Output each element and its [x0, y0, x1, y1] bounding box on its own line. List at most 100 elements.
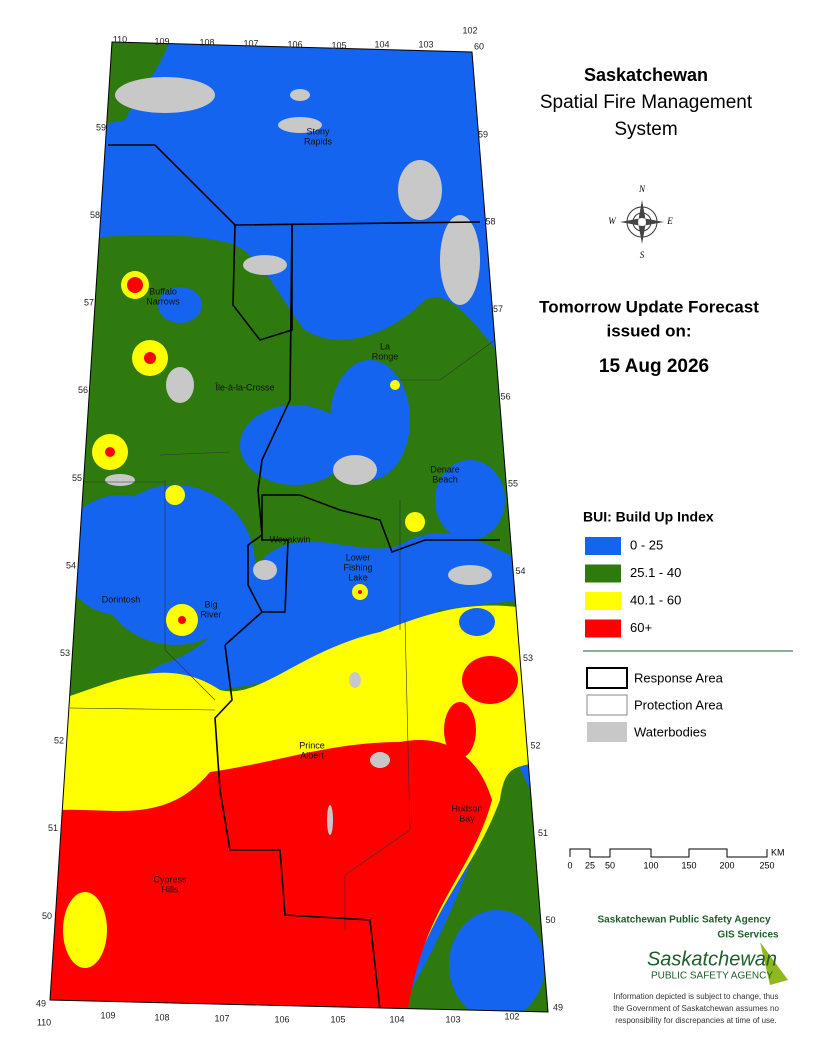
- waterbody: [105, 474, 135, 486]
- longitude-label: 103: [445, 1014, 460, 1024]
- longitude-label: 104: [374, 39, 389, 49]
- fire-map: [50, 42, 548, 1012]
- protection-boundary: [164, 480, 216, 701]
- longitude-label: 109: [100, 1010, 115, 1020]
- legend-label: Waterbodies: [634, 724, 707, 739]
- longitude-label: 108: [199, 37, 214, 47]
- waterbody: [243, 255, 287, 275]
- longitude-label: 102: [504, 1011, 519, 1021]
- place-name: Beach: [432, 474, 458, 484]
- logo-sub: PUBLIC SAFETY AGENCY: [651, 971, 773, 982]
- compass: [620, 200, 664, 244]
- place-name: Weyakwin: [270, 534, 311, 544]
- place-name: Hills: [162, 884, 179, 894]
- zone-high: [63, 892, 107, 968]
- waterbody: [370, 752, 390, 768]
- compass-letter: S: [640, 250, 645, 260]
- scale-label: 100: [643, 860, 658, 870]
- place-name: Hudson: [451, 803, 482, 813]
- scale-label: 50: [605, 860, 615, 870]
- place-name: Prince: [299, 740, 325, 750]
- longitude-label: 105: [331, 40, 346, 50]
- legend-swatch: [585, 619, 621, 638]
- subtitle: System: [614, 119, 677, 140]
- waterbody: [333, 455, 377, 485]
- legend-swatch: [585, 564, 621, 583]
- latitude-label: 55: [72, 473, 82, 483]
- response-boundary: [214, 611, 381, 1011]
- waterbody: [290, 89, 310, 101]
- longitude-label: 102: [462, 25, 477, 35]
- latitude-label: 57: [493, 304, 503, 314]
- zone-high: [459, 608, 495, 636]
- latitude-label: 58: [485, 217, 495, 227]
- latitude-label: 50: [545, 915, 555, 925]
- compass-letter: E: [666, 216, 673, 226]
- zone-extreme: [444, 702, 476, 758]
- place-name: Stony: [306, 126, 330, 136]
- longitude-label: 110: [113, 34, 127, 44]
- place-name: Ronge: [372, 351, 399, 361]
- zone-extreme: [462, 656, 518, 704]
- latitude-label: 52: [530, 740, 540, 750]
- waterbody: [115, 77, 215, 113]
- latitude-label: 60: [474, 41, 484, 51]
- longitude-label: 104: [389, 1014, 404, 1024]
- protection-boundary: [344, 619, 411, 930]
- scale-label: 200: [719, 860, 734, 870]
- legend-label: 40.1 - 60: [630, 592, 681, 607]
- forecast-date: 15 Aug 2026: [599, 356, 709, 377]
- zone-extreme: [105, 447, 115, 457]
- place-name: Rapids: [304, 136, 333, 146]
- place-name: River: [200, 609, 221, 619]
- logo-mark: [760, 942, 788, 985]
- longitude-label: 110: [37, 1017, 51, 1027]
- place-name: Lake: [348, 572, 368, 582]
- disclaimer: responsibility for discrepancies at time…: [615, 1016, 776, 1025]
- agency-unit: GIS Services: [717, 930, 779, 941]
- latitude-label: 53: [523, 653, 533, 663]
- waterbody: [327, 805, 333, 835]
- zone-low: [435, 460, 505, 540]
- longitude-label: 105: [330, 1014, 345, 1024]
- protection-boundary: [400, 339, 496, 381]
- latitude-label: 52: [54, 736, 64, 746]
- water-swatch: [587, 722, 627, 742]
- disclaimer: Information depicted is subject to chang…: [614, 992, 779, 1001]
- latitude-label: 54: [66, 560, 76, 570]
- subtitle: Spatial Fire Management: [540, 92, 753, 113]
- latitude-label: 59: [96, 122, 106, 132]
- place-name: Albert: [300, 750, 324, 760]
- compass-letter: N: [638, 184, 646, 194]
- legend-label: 60+: [630, 620, 652, 635]
- protection-swatch: [586, 694, 628, 716]
- zone-high: [390, 380, 400, 390]
- agency-name: Saskatchewan Public Safety Agency: [597, 915, 770, 926]
- legend-swatch: [585, 537, 621, 555]
- compass-letter: W: [608, 216, 617, 226]
- zone-extreme: [178, 616, 186, 624]
- latitude-label: 55: [508, 479, 518, 489]
- place-name: Big: [204, 599, 217, 609]
- waterbody: [440, 215, 480, 305]
- response-boundary: [247, 224, 500, 613]
- latitude-label: 57: [84, 298, 94, 308]
- response-boundary: [108, 144, 481, 226]
- scale-label: 250: [759, 860, 774, 870]
- zone-low: [449, 910, 545, 1012]
- zone-low: [60, 495, 180, 615]
- longitude-label: 108: [154, 1012, 169, 1022]
- latitude-label: 51: [48, 823, 58, 833]
- latitude-label: 58: [90, 210, 100, 220]
- scale-bar: [569, 848, 768, 858]
- zone-low: [158, 287, 202, 323]
- place-name: Cypress: [153, 874, 187, 884]
- zone-extreme: [127, 277, 143, 293]
- place-name: Bay: [459, 813, 475, 823]
- protection-boundary: [159, 451, 231, 456]
- latitude-label: 51: [538, 828, 548, 838]
- forecast-heading: issued on:: [606, 321, 691, 340]
- waterbody: [349, 672, 361, 688]
- zone-high: [165, 485, 185, 505]
